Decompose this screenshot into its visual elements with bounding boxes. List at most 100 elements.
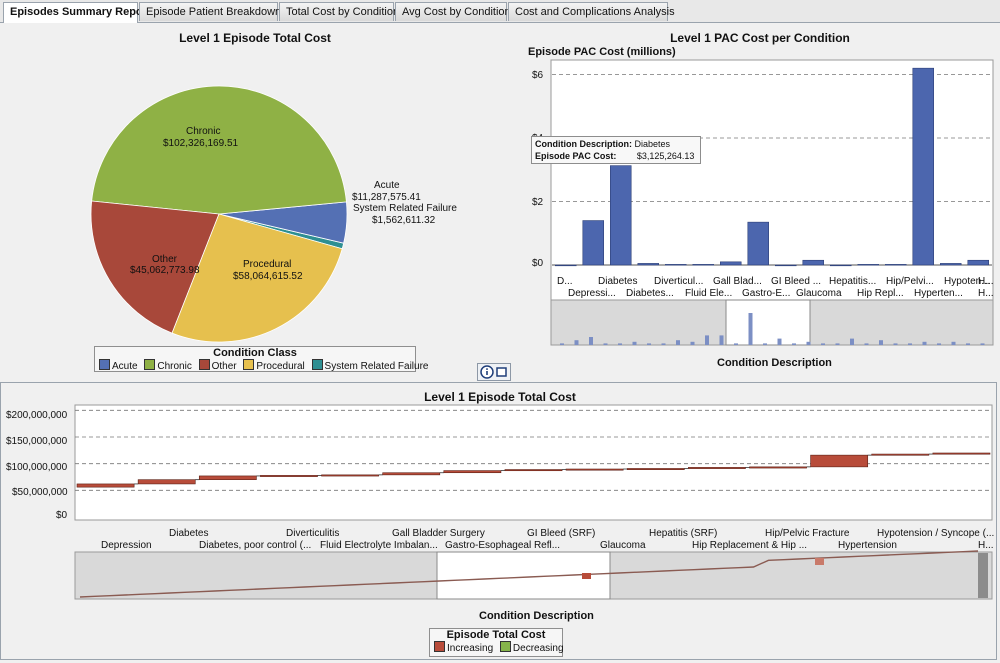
wf-xtick: Depression	[101, 540, 152, 551]
wf-bar[interactable]	[749, 466, 807, 469]
pie-legend-title: Condition Class	[213, 347, 297, 359]
panel-toolbar	[477, 363, 511, 381]
wf-xtick: Glaucoma	[600, 540, 646, 551]
pac-overview-bar	[560, 343, 564, 345]
pac-bar[interactable]	[802, 259, 824, 266]
pac-overview-bar	[603, 343, 608, 345]
pie-label-acute-name: Acute	[374, 180, 400, 191]
wf-bar[interactable]	[932, 452, 991, 455]
pie-slice-chronic[interactable]	[91, 85, 347, 215]
pac-overview-bar	[777, 338, 782, 345]
pac-xtick: Diabetes...	[626, 288, 674, 299]
pie-label-other-name: Other	[152, 254, 178, 265]
waterfall-legend: Episode Total Cost Increasing Decreasing	[429, 628, 564, 657]
legend-swatch-other	[198, 359, 210, 370]
pac-bar[interactable]	[610, 165, 632, 266]
pac-bar[interactable]	[582, 220, 605, 266]
pie-slice-procedural[interactable]	[171, 213, 343, 343]
maximize-icon[interactable]	[496, 367, 507, 377]
legend-swatch-system	[311, 359, 323, 370]
tab-episodes-summary-report[interactable]: Episodes Summary Report	[3, 2, 151, 23]
pie-label-chronic-value: $102,326,169.51	[163, 138, 239, 149]
pac-bar[interactable]	[939, 263, 962, 266]
pie-label-procedural-name: Procedural	[243, 259, 292, 270]
legend-swatch-chronic	[144, 359, 156, 370]
pac-bar[interactable]	[857, 264, 879, 266]
waterfall-chart[interactable]	[0, 400, 997, 605]
waterfall-panel	[0, 382, 997, 660]
wf-overview-highlight	[582, 573, 591, 579]
wf-xtick: Diabetes	[169, 528, 209, 539]
legend-swatch-decreasing	[499, 641, 511, 652]
tab-cost-and-complications-analysis[interactable]: Cost and Complications Analysis	[508, 2, 675, 21]
wf-bar[interactable]	[871, 453, 930, 456]
wf-bar[interactable]	[810, 454, 869, 468]
pie-chart-title: Level 1 Episode Total Cost	[179, 31, 331, 45]
wf-bar[interactable]	[321, 474, 379, 477]
wf-xtick: Gastro-Esophageal Refl...	[445, 540, 561, 551]
wf-bar[interactable]	[76, 483, 135, 488]
pac-overview-bar	[763, 343, 767, 345]
waterfall-scroll-handle[interactable]	[978, 553, 988, 598]
pac-xtick: Depressi...	[568, 288, 616, 299]
pac-ytick-6: $6	[532, 70, 544, 81]
pac-bar-chart[interactable]	[500, 55, 1000, 355]
wf-bar[interactable]	[198, 475, 257, 480]
pac-bar[interactable]	[637, 263, 660, 266]
pac-overview-window[interactable]	[725, 299, 811, 346]
pac-xtick: Hypoten...	[944, 276, 990, 287]
wf-xtick: Fluid Electrolyte Imbalan...	[320, 540, 438, 551]
pac-overview-bar	[661, 343, 666, 345]
wf-xtick: Diverticulitis	[286, 528, 340, 539]
pac-bar[interactable]	[720, 261, 742, 266]
pie-slice-other[interactable]	[90, 200, 220, 334]
pac-bar[interactable]	[774, 264, 797, 267]
pac-bar[interactable]	[829, 264, 852, 267]
tooltip-label-cost: Episode PAC Cost:	[535, 151, 617, 161]
pie-chart[interactable]	[0, 0, 500, 380]
wf-bar[interactable]	[688, 467, 746, 469]
tab-total-cost-by-condition[interactable]: Total Cost by Condition	[279, 2, 399, 21]
pac-xtick: Diverticul...	[654, 276, 704, 287]
wf-xtick: Hip/Pelvic Fracture	[765, 528, 850, 539]
pac-overview-bar	[676, 340, 680, 345]
wf-xtick: Hepatitis (SRF)	[649, 528, 718, 539]
legend-other: Other	[211, 361, 237, 372]
wf-bar[interactable]	[443, 470, 502, 474]
pac-xtick: Gall Blad...	[713, 276, 762, 287]
wf-bar[interactable]	[137, 479, 196, 485]
pac-overview-bar	[647, 343, 651, 345]
pac-xtick: H...	[978, 276, 994, 287]
pac-x-axis-label: Condition Description	[717, 357, 832, 369]
pac-bar[interactable]	[884, 264, 907, 266]
pac-bar[interactable]	[747, 221, 770, 266]
pac-bar[interactable]	[665, 264, 687, 266]
wf-xtick: H...	[978, 540, 994, 551]
pac-xtick: Hepatitis...	[829, 276, 877, 287]
waterfall-overview-window[interactable]	[436, 551, 611, 600]
legend-chronic: Chronic	[157, 361, 192, 372]
wf-bar[interactable]	[504, 469, 563, 472]
info-icon[interactable]	[480, 365, 494, 379]
pie-label-system-name: System Related Failure	[353, 203, 457, 214]
wf-ytick-150m: $150,000,000	[6, 436, 68, 447]
wf-bar[interactable]	[382, 472, 441, 476]
pac-ytick-0: $0	[532, 258, 544, 269]
tab-episode-patient-breakdown[interactable]: Episode Patient Breakdown	[139, 2, 281, 21]
pac-bar[interactable]	[692, 264, 715, 266]
pac-xtick: Hip/Pelvi...	[886, 276, 934, 287]
wf-bar[interactable]	[626, 468, 685, 470]
wf-xtick: GI Bleed (SRF)	[527, 528, 596, 539]
pac-bar[interactable]	[554, 264, 577, 267]
wf-xtick: Hypertension	[838, 540, 897, 551]
legend-swatch-increasing	[434, 641, 445, 652]
wf-bar[interactable]	[260, 475, 318, 477]
pac-overview-bar	[574, 340, 579, 345]
tab-avg-cost-by-condition[interactable]: Avg Cost by Condition	[395, 2, 511, 21]
wf-bar[interactable]	[565, 468, 624, 471]
pac-bar[interactable]	[912, 67, 934, 266]
pie-label-system-value: $1,562,611.32	[372, 215, 436, 226]
pac-bar[interactable]	[967, 259, 989, 266]
legend-swatch-acute	[99, 359, 110, 370]
pac-overview-bar	[980, 343, 985, 345]
